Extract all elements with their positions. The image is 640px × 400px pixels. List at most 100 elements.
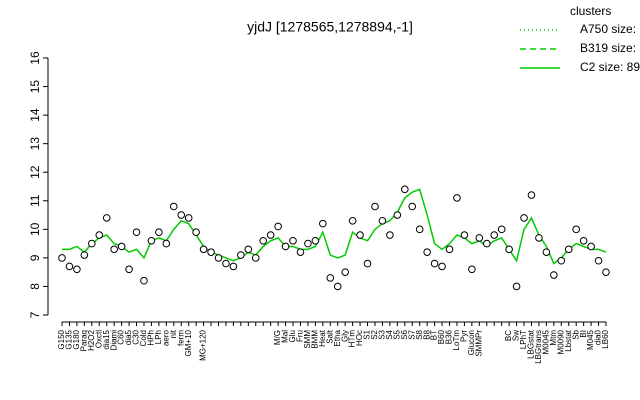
x-tick-label: M045 (586, 329, 595, 350)
data-point (468, 265, 476, 274)
x-tick-label: LPhT (519, 330, 528, 349)
x-tick-label: LBGtrans (534, 330, 543, 364)
x-tick-label: LBGstat (527, 329, 536, 359)
y-tick-label: 15 (28, 80, 42, 94)
data-point (140, 276, 148, 285)
data-point (296, 248, 305, 256)
data-point (289, 236, 297, 245)
x-tick-label: Diami (109, 330, 118, 351)
data-point (520, 214, 528, 222)
data-point (535, 234, 543, 242)
x-tick-label: C60 (117, 329, 126, 344)
x-tick-label: BI (579, 330, 588, 338)
data-point (80, 251, 89, 259)
data-point (400, 185, 409, 194)
legend-label: B319 size: 1 (580, 41, 640, 55)
legend-label: C2 size: 897 (580, 60, 640, 74)
x-tick-label: Mal (281, 330, 290, 343)
x-tick-label: Salt (325, 329, 334, 344)
y-tick-label: 7 (28, 311, 42, 318)
data-point (453, 194, 461, 202)
x-tick-label: LPh (154, 330, 163, 344)
x-tick-label: Etha (333, 329, 342, 346)
data-point (415, 225, 424, 234)
data-point (155, 228, 163, 236)
y-tick-label: 14 (28, 108, 42, 122)
x-tick-label: HPh (147, 330, 156, 346)
x-tick-label: nit (169, 329, 178, 338)
legend-title: clusters (570, 4, 611, 18)
x-tick-label: S2 (370, 329, 379, 339)
data-point (229, 262, 238, 271)
x-tick-label: B8 (422, 329, 431, 339)
y-tick-label: 13 (28, 137, 42, 151)
data-point (304, 239, 312, 248)
data-point (445, 245, 454, 254)
x-tick-label: Glucon (467, 330, 476, 355)
data-point (102, 214, 111, 222)
data-point (475, 234, 484, 242)
x-tick-label: Oxctl (94, 330, 103, 348)
x-tick-label: B60 (437, 329, 446, 344)
x-tick-label: SMM (303, 330, 312, 349)
x-tick-label: Heat (318, 329, 327, 347)
data-point (423, 248, 431, 256)
data-point (371, 202, 379, 211)
data-point (482, 239, 491, 248)
x-tick-label: Mtm (549, 330, 558, 346)
data-point (333, 282, 342, 291)
x-tick-label: Glu (288, 330, 297, 342)
data-point (184, 214, 193, 222)
x-tick-label: dia5 (124, 329, 133, 345)
y-tick-label: 16 (28, 51, 42, 65)
x-tick-label: C30 (132, 329, 141, 344)
y-tick-label: 10 (28, 222, 42, 236)
data-point (341, 268, 349, 276)
data-point (378, 216, 387, 225)
data-point (214, 254, 223, 262)
x-tick-label: HTm (348, 330, 357, 348)
data-point (58, 254, 66, 262)
data-point (319, 219, 327, 228)
data-point (192, 228, 200, 236)
data-point (393, 211, 402, 219)
data-point (579, 236, 588, 245)
x-tick-label: S7 (407, 329, 416, 339)
data-point (266, 231, 275, 239)
y-tick-label: 11 (28, 194, 42, 207)
x-tick-label: HOc (355, 330, 364, 346)
x-tick-label: M/G (273, 330, 282, 345)
data-point (356, 231, 364, 239)
data-point (88, 239, 96, 248)
data-point (222, 259, 230, 268)
data-point (438, 262, 446, 271)
data-point (602, 268, 610, 276)
data-point (65, 262, 74, 271)
y-tick-label: 12 (28, 165, 42, 179)
data-point (550, 271, 558, 279)
data-point (162, 239, 171, 248)
data-point (132, 228, 141, 236)
data-point (505, 245, 513, 254)
cluster-line (62, 188, 607, 265)
x-tick-label: B36 (445, 329, 454, 344)
data-point (348, 216, 357, 225)
data-point (169, 202, 178, 211)
x-tick-label: S5 (392, 329, 401, 339)
x-tick-label: LoTm (452, 330, 461, 351)
data-point (110, 245, 118, 254)
x-tick-label: Fru (296, 330, 305, 342)
data-point (460, 231, 469, 239)
x-tick-label: G150 (57, 329, 66, 349)
data-point (408, 202, 417, 211)
data-point (274, 222, 282, 231)
data-point (259, 236, 268, 245)
x-tick-label: dia15 (102, 329, 111, 349)
x-tick-label: S3 (378, 329, 387, 339)
data-point (363, 259, 372, 268)
x-tick-label: S8 (415, 329, 424, 339)
data-point (281, 242, 290, 251)
data-point (572, 225, 580, 234)
data-point (73, 265, 81, 274)
x-tick-label: LB60 (601, 329, 610, 348)
